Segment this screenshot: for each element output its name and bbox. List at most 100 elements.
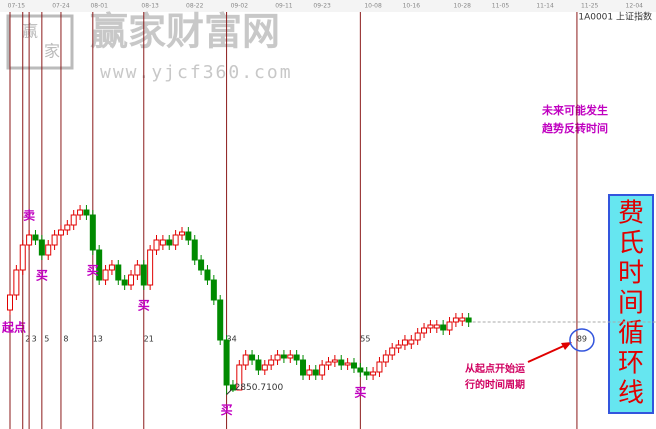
fib-label: 21 [144, 335, 154, 344]
candle-body [427, 324, 434, 329]
low-label: 2850.7100 [235, 383, 284, 393]
arrow [527, 343, 569, 363]
candle-body [185, 231, 192, 241]
candle-body [229, 384, 236, 391]
candle-body [370, 371, 377, 376]
candle-body [287, 354, 294, 359]
side-char: 间 [618, 289, 644, 319]
candle-body [153, 239, 160, 251]
period-note: 从起点开始运 行的时间周期 [464, 342, 572, 391]
candle-body [121, 279, 128, 286]
candle-body [421, 327, 428, 334]
fib-circle [569, 328, 595, 352]
x-tick-label: 12-04 [626, 3, 644, 10]
signal: 买 [221, 403, 233, 417]
signal: 买 [87, 264, 99, 278]
signal: 卖 [23, 208, 35, 223]
candle-body [465, 317, 472, 323]
candle-body [300, 359, 307, 376]
date-bar [0, 0, 656, 12]
watermark-title: 赢家财富网 [90, 10, 280, 54]
candle-body [89, 214, 96, 251]
x-tick-label: 10-28 [454, 3, 472, 10]
candle-body [319, 364, 326, 376]
candle-body [19, 244, 26, 271]
candle-body [395, 344, 402, 349]
candle-body [13, 269, 20, 296]
candle-body [204, 269, 211, 281]
candle-body [357, 367, 364, 373]
candle-body [51, 234, 58, 246]
candle-body [45, 244, 52, 256]
logo-char: 赢 [22, 22, 38, 41]
candle-body [433, 324, 440, 329]
x-tick-label: 10-08 [364, 3, 382, 10]
candle-body [96, 249, 103, 281]
x-tick-label: 11-05 [492, 3, 510, 10]
x-tick-label: 09-02 [231, 3, 249, 10]
candle-body [274, 354, 281, 361]
candle-body [344, 362, 351, 366]
candle-body [140, 264, 147, 286]
candle-body [108, 264, 115, 271]
candle-body [280, 354, 287, 359]
candle-body [363, 371, 370, 376]
candle-body [389, 347, 396, 356]
low-pointer [226, 388, 233, 395]
candle-body [376, 361, 383, 373]
start-label: 起点 [1, 320, 26, 335]
side-char: 线 [618, 379, 644, 409]
signal: 买 [354, 386, 366, 400]
candle-body [178, 231, 185, 236]
candle-body [172, 234, 179, 246]
side-box [608, 194, 654, 414]
candle-body [64, 224, 71, 231]
candle-body [293, 354, 300, 361]
signal: 买 [36, 269, 48, 283]
candle-body [331, 359, 338, 363]
arrow-head [561, 342, 572, 350]
future-note: 未来可能发生 趋势反转时间 [541, 103, 608, 135]
candle-body [77, 209, 84, 216]
candle-body [147, 249, 154, 286]
candle-body [401, 339, 408, 346]
side-char: 环 [618, 349, 644, 379]
fib-label: 5 [44, 335, 49, 344]
candle-body [210, 279, 217, 301]
x-tick-label: 07-15 [8, 3, 26, 10]
watermark: 赢 家 赢家财富网 www.yjcf360.com [6, 10, 293, 83]
candle-body [325, 361, 332, 366]
candle-body [338, 359, 345, 366]
side-char: 循 [618, 319, 644, 349]
candle-body [38, 239, 45, 256]
candle-body [236, 364, 243, 391]
candle-body [414, 332, 421, 341]
fib-label: 13 [93, 335, 103, 344]
note-line: 趋势反转时间 [542, 121, 608, 135]
fib-label: 34 [226, 335, 236, 344]
candle-body [268, 359, 275, 366]
side-char: 费 [618, 199, 644, 229]
candle-body [312, 369, 319, 376]
candle-body [7, 294, 13, 311]
note-line: 从起点开始运 [465, 362, 525, 375]
logo-char: 家 [44, 42, 60, 61]
candle-body [191, 239, 198, 261]
candle-body [242, 354, 249, 366]
candle-body [198, 259, 205, 271]
candle-body [446, 321, 453, 331]
fib-label: 8 [63, 335, 68, 344]
side-char: 时 [618, 259, 644, 289]
candle-body [382, 354, 389, 363]
candle-body [261, 364, 268, 371]
x-tick-label: 08-01 [90, 3, 108, 10]
note-line: 行的时间周期 [464, 378, 525, 391]
logo-box [6, 14, 74, 70]
watermark-url: www.yjcf360.com [100, 62, 293, 83]
note-line: 未来可能发生 [541, 103, 608, 117]
candle-body [166, 239, 173, 246]
x-tick-label: 10-16 [403, 3, 421, 10]
x-tick-label: 08-22 [186, 3, 204, 10]
signal: 买 [138, 299, 150, 313]
